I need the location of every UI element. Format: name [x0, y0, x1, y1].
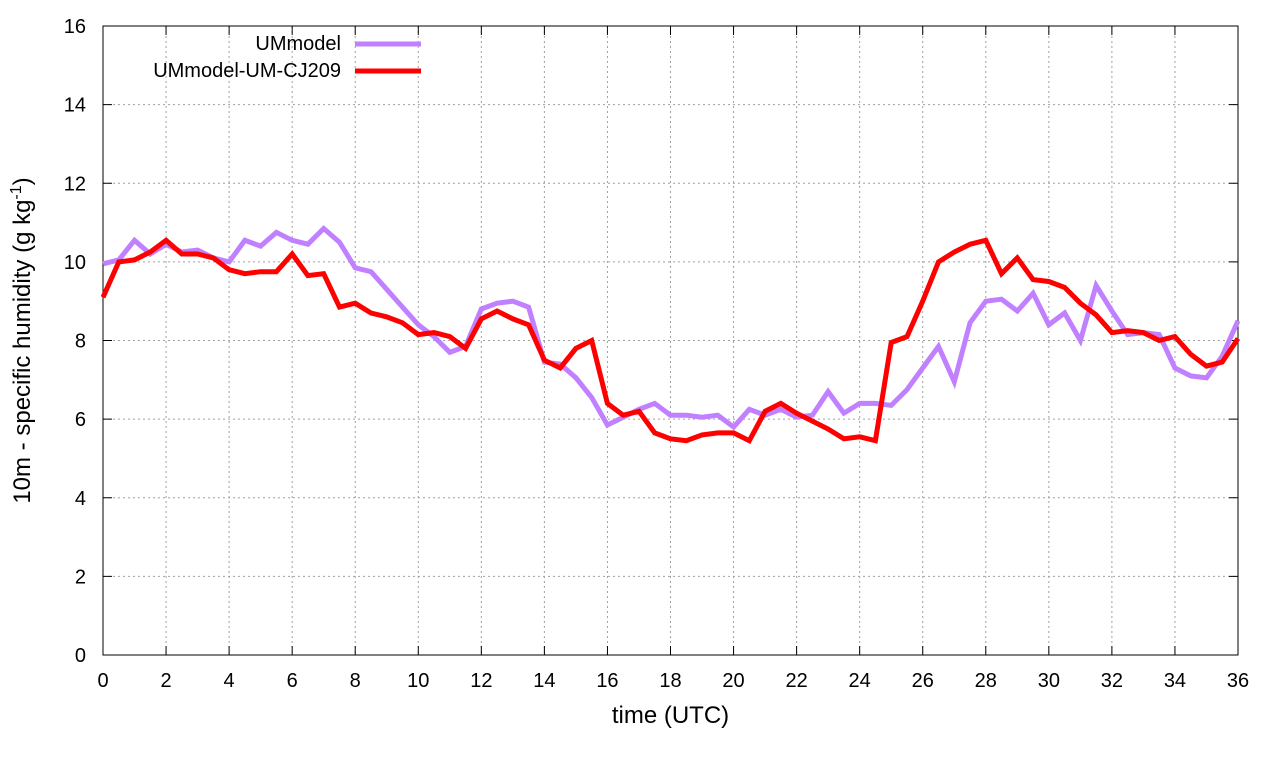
legend-entry-ummodel-um-cj209: UMmodel-UM-CJ209	[153, 60, 421, 82]
y-axis-label: 10m - specific humidity (g kg-1)	[8, 177, 36, 503]
y-tick-label: 6	[75, 409, 86, 431]
x-tick-label: 20	[722, 670, 744, 692]
grid	[103, 26, 1238, 655]
legend-label-ummodel-um-cj209: UMmodel-UM-CJ209	[153, 60, 341, 82]
x-tick-label: 28	[975, 670, 997, 692]
x-tick-label: 10	[407, 670, 429, 692]
x-tick-label: 30	[1038, 670, 1060, 692]
legend-label-ummodel: UMmodel	[255, 33, 341, 55]
y-axis-label-main: 10m - specific humidity (g kg	[9, 200, 36, 504]
x-axis-label: time (UTC)	[612, 702, 729, 729]
x-tick-label: 26	[912, 670, 934, 692]
series-line-ummodel-um-cj209	[100, 237, 1241, 445]
y-axis-label-close: )	[9, 177, 36, 185]
y-tick-label: 12	[64, 173, 86, 195]
axis-ticks	[102, 25, 1239, 656]
y-tick-label: 10	[64, 252, 86, 274]
y-tick-label: 2	[75, 566, 86, 588]
x-tick-label: 0	[97, 670, 108, 692]
x-tick-label: 32	[1101, 670, 1123, 692]
x-tick-label: 18	[659, 670, 681, 692]
legend-entry-ummodel: UMmodel	[255, 33, 421, 55]
x-tick-label: 4	[224, 670, 235, 692]
x-tick-label: 22	[785, 670, 807, 692]
y-tick-label: 0	[75, 645, 86, 667]
x-tick-label: 34	[1164, 670, 1186, 692]
series-lines	[100, 225, 1241, 445]
legend: UMmodel UMmodel-UM-CJ209	[153, 33, 421, 82]
y-tick-label: 16	[64, 16, 86, 38]
x-tick-label: 12	[470, 670, 492, 692]
tick-labels: 0 2 4 6 8 10 12 14 16 18 20 22 24 26 28 30 32 34 360246810…	[64, 16, 1249, 692]
x-tick-label: 2	[160, 670, 171, 692]
x-tick-label: 24	[849, 670, 871, 692]
y-tick-label: 14	[64, 95, 86, 117]
y-axis-label-superscript: -1	[8, 185, 25, 199]
x-tick-label: 16	[596, 670, 618, 692]
x-tick-label: 36	[1227, 670, 1249, 692]
y-tick-label: 8	[75, 331, 86, 353]
y-tick-label: 4	[75, 488, 86, 510]
x-tick-label: 6	[287, 670, 298, 692]
x-tick-label: 14	[533, 670, 555, 692]
series-line-ummodel	[102, 225, 1241, 431]
x-tick-label: 8	[350, 670, 361, 692]
